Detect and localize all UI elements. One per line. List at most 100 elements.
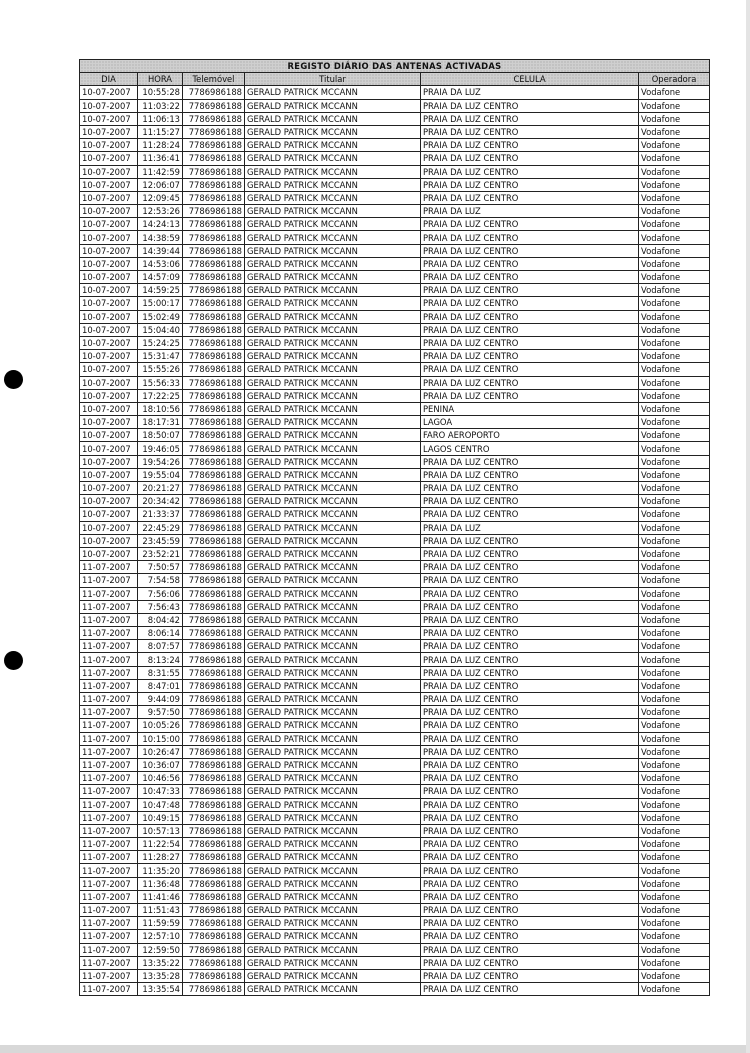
table-row: 10-07-2007 20:34:42 7786986188 GERALD PATRI… [79,494,711,509]
dia-cell: 10-07-2007 [79,177,138,192]
table-row: 10-07-2007 12:53:26 7786986188 GERALD PATRI… [79,204,711,219]
celula-cell: PRAIA DA LUZ [420,85,639,100]
hora-cell: 11:36:48 [137,876,183,891]
hora-cell: 9:44:09 [137,691,183,707]
telemovel-cell: 7786986188 [182,639,245,654]
operadora-cell: Vodafone [637,916,711,931]
telemovel-cell: 7786986188 [182,98,245,113]
celula-cell: PRAIA DA LUZ CENTRO [420,850,639,865]
table-row: 10-07-2007 15:31:47 7786986188 GERALD PATRI… [79,349,711,364]
titular-cell: GERALD PATRICK MCCANN [244,269,421,285]
celula-cell: PRAIA DA LUZ CENTRO [420,362,639,377]
titular-cell: GERALD PATRICK MCCANN [244,243,421,258]
dia-cell: 10-07-2007 [79,533,138,548]
telemovel-cell: 7786986188 [182,467,245,483]
titular-cell: GERALD PATRICK MCCANN [244,138,421,153]
telemovel-cell: 7786986188 [182,968,245,984]
table-row: 11-07-2007 10:49:15 7786986188 GERALD PATRI… [79,810,711,825]
celula-cell: PRAIA DA LUZ CENTRO [420,164,639,179]
titular-cell: GERALD PATRICK MCCANN [244,771,421,786]
dia-cell: 10-07-2007 [79,204,138,219]
table-row: 11-07-2007 11:59:59 7786986188 GERALD PATRI… [79,916,711,931]
titular-cell: GERALD PATRICK MCCANN [244,639,421,654]
hora-cell: 12:06:07 [137,177,183,192]
table-row: 11-07-2007 10:47:33 7786986188 GERALD PATRI… [79,784,711,799]
dia-cell: 11-07-2007 [79,678,138,694]
telemovel-cell: 7786986188 [182,837,245,852]
dia-cell: 11-07-2007 [79,599,138,614]
telemovel-cell: 7786986188 [182,283,245,298]
table-row: 10-07-2007 19:54:26 7786986188 GERALD PATRI… [79,454,711,469]
telemovel-cell: 7786986188 [182,507,245,522]
operadora-cell: Vodafone [637,309,711,324]
celula-cell: LAGOS CENTRO [420,441,639,456]
telemovel-cell: 7786986188 [182,546,245,562]
column-header-telemovel: Telemóvel [182,72,245,87]
table-row: 10-07-2007 19:46:05 7786986188 GERALD PATRI… [79,441,711,456]
operadora-cell: Vodafone [637,98,711,113]
operadora-cell: Vodafone [637,454,711,469]
celula-cell: FARO AEROPORTO [420,428,639,443]
celula-cell: PRAIA DA LUZ CENTRO [420,98,639,113]
table-row: 11-07-2007 10:47:48 7786986188 GERALD PATRI… [79,797,711,812]
titular-cell: GERALD PATRICK MCCANN [244,494,421,509]
celula-cell: PRAIA DA LUZ CENTRO [420,560,639,575]
table-row: 10-07-2007 11:42:59 7786986188 GERALD PATRI… [79,164,711,179]
celula-cell: PRAIA DA LUZ CENTRO [420,863,639,878]
telemovel-cell: 7786986188 [182,982,245,997]
hora-cell: 10:55:28 [137,85,183,100]
titular-cell: GERALD PATRICK MCCANN [244,164,421,179]
celula-cell: PRAIA DA LUZ CENTRO [420,797,639,812]
telemovel-cell: 7786986188 [182,322,245,337]
operadora-cell: Vodafone [637,586,711,601]
operadora-cell: Vodafone [637,902,711,918]
titular-cell: GERALD PATRICK MCCANN [244,375,421,390]
table-row: 10-07-2007 20:21:27 7786986188 GERALD PATRI… [79,480,711,496]
celula-cell: PRAIA DA LUZ CENTRO [420,718,639,733]
titular-cell: GERALD PATRICK MCCANN [244,507,421,522]
hora-cell: 10:49:15 [137,810,183,825]
table-row: 11-07-2007 11:35:20 7786986188 GERALD PATRI… [79,863,711,878]
operadora-cell: Vodafone [637,955,711,970]
telemovel-cell: 7786986188 [182,771,245,786]
hora-cell: 15:00:17 [137,296,183,311]
titular-cell: GERALD PATRICK MCCANN [244,586,421,601]
operadora-cell: Vodafone [637,428,711,443]
titular-cell: GERALD PATRICK MCCANN [244,362,421,377]
titular-cell: GERALD PATRICK MCCANN [244,546,421,562]
hora-cell: 22:45:29 [137,520,183,535]
titular-cell: GERALD PATRICK MCCANN [244,982,421,997]
telemovel-cell: 7786986188 [182,876,245,891]
table-row: 11-07-2007 11:41:46 7786986188 GERALD PATRI… [79,889,711,905]
titular-cell: GERALD PATRICK MCCANN [244,467,421,483]
dia-cell: 10-07-2007 [79,428,138,443]
table-row: 11-07-2007 10:57:13 7786986188 GERALD PATRI… [79,823,711,839]
dia-cell: 10-07-2007 [79,388,138,403]
titular-cell: GERALD PATRICK MCCANN [244,955,421,970]
dia-cell: 11-07-2007 [79,863,138,878]
telemovel-cell: 7786986188 [182,850,245,865]
hora-cell: 10:47:33 [137,784,183,799]
operadora-cell: Vodafone [637,718,711,733]
dia-cell: 11-07-2007 [79,916,138,931]
dia-cell: 10-07-2007 [79,269,138,285]
table-row: 11-07-2007 12:57:10 7786986188 GERALD PATRI… [79,929,711,944]
dia-cell: 11-07-2007 [79,639,138,654]
telemovel-cell: 7786986188 [182,665,245,680]
dia-cell: 10-07-2007 [79,256,138,272]
hora-cell: 14:53:06 [137,256,183,272]
dia-cell: 10-07-2007 [79,335,138,351]
dia-cell: 11-07-2007 [79,850,138,865]
table-row: 11-07-2007 11:28:27 7786986188 GERALD PATRI… [79,850,711,865]
dia-cell: 11-07-2007 [79,691,138,707]
telemovel-cell: 7786986188 [182,863,245,878]
operadora-cell: Vodafone [637,296,711,311]
hora-cell: 7:54:58 [137,573,183,588]
table-row: 11-07-2007 7:56:06 7786986188 GERALD PATRIC… [79,586,711,601]
titular-cell: GERALD PATRICK MCCANN [244,691,421,707]
dia-cell: 10-07-2007 [79,349,138,364]
table-row: 10-07-2007 15:04:40 7786986188 GERALD PATRI… [79,322,711,337]
telemovel-cell: 7786986188 [182,942,245,957]
table-row: 11-07-2007 8:31:55 7786986188 GERALD PATRIC… [79,665,711,680]
hora-cell: 11:36:41 [137,151,183,166]
